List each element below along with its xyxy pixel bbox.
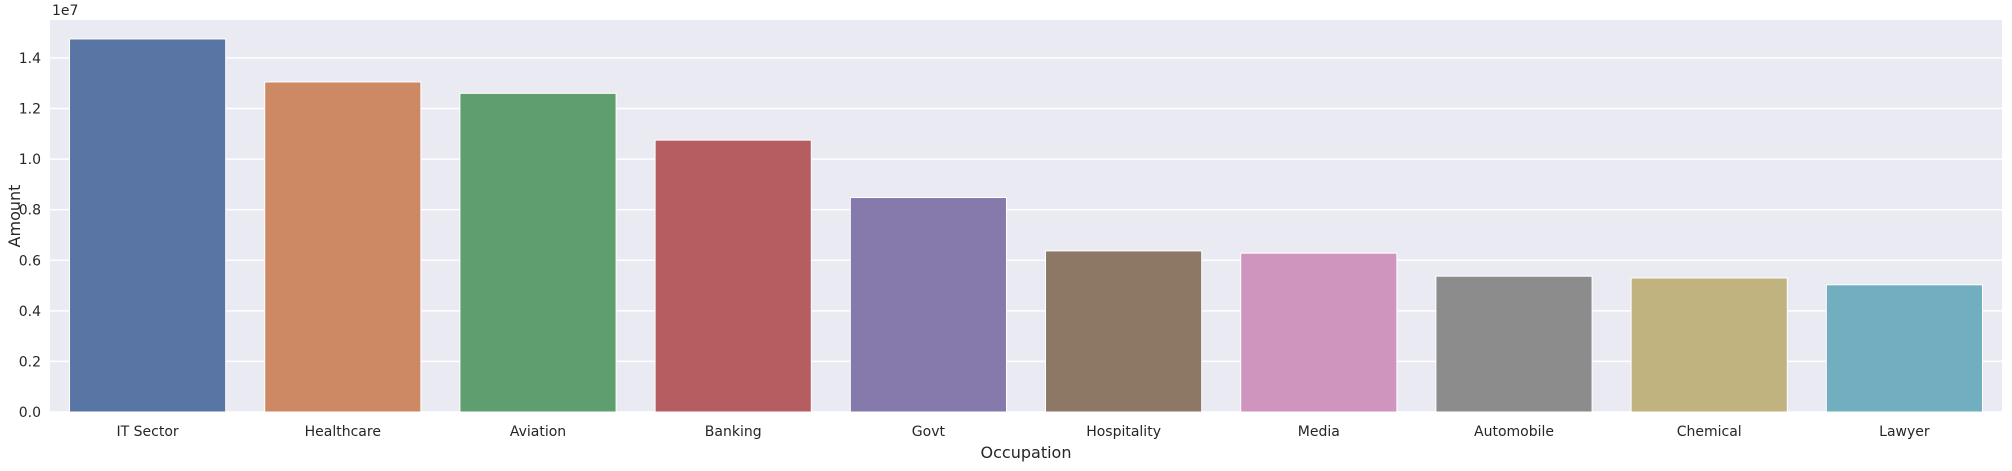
x-tick-label: Healthcare bbox=[305, 424, 381, 440]
y-tick-label: 0.2 bbox=[19, 354, 41, 370]
bar-media bbox=[1240, 252, 1398, 413]
x-tick-label: IT Sector bbox=[117, 424, 179, 440]
x-tick-label: Lawyer bbox=[1879, 424, 1930, 440]
bar-hospitality bbox=[1045, 250, 1203, 413]
y-axis-label: Amount bbox=[5, 185, 24, 248]
x-axis-ticks: IT Sector Healthcare Aviation Banking Govt Ho… bbox=[117, 424, 1930, 440]
bar-healthcare bbox=[264, 81, 422, 413]
bar-govt bbox=[849, 197, 1007, 413]
y-tick-label: 1.4 bbox=[19, 51, 41, 67]
x-tick-label: Automobile bbox=[1474, 424, 1554, 440]
x-tick-label: Govt bbox=[912, 424, 946, 440]
y-tick-label: 0.8 bbox=[19, 203, 41, 219]
bar-lawyer bbox=[1825, 284, 1983, 413]
y-tick-label: 0.6 bbox=[19, 253, 41, 269]
y-tick-label: 1.0 bbox=[19, 152, 41, 168]
y-tick-label: 0.4 bbox=[19, 304, 41, 320]
bars bbox=[69, 38, 1983, 413]
bar-banking bbox=[654, 139, 812, 413]
x-tick-label: Chemical bbox=[1677, 424, 1742, 440]
x-tick-label: Media bbox=[1298, 424, 1340, 440]
y-tick-label: 0.0 bbox=[19, 405, 41, 421]
x-tick-label: Banking bbox=[705, 424, 762, 440]
y-axis-ticks: 0.0 0.2 0.4 0.6 0.8 1.0 1.2 1.4 bbox=[19, 51, 41, 421]
bar-it-sector bbox=[69, 38, 227, 413]
x-tick-label: Aviation bbox=[510, 424, 566, 440]
bar-aviation bbox=[459, 92, 617, 413]
bar-automobile bbox=[1435, 275, 1593, 413]
bar-chemical bbox=[1630, 277, 1788, 413]
x-axis-label: Occupation bbox=[981, 443, 1072, 462]
y-tick-label: 1.2 bbox=[19, 102, 41, 118]
x-tick-label: Hospitality bbox=[1086, 424, 1161, 440]
y-axis-offset-label: 1e7 bbox=[52, 3, 78, 19]
